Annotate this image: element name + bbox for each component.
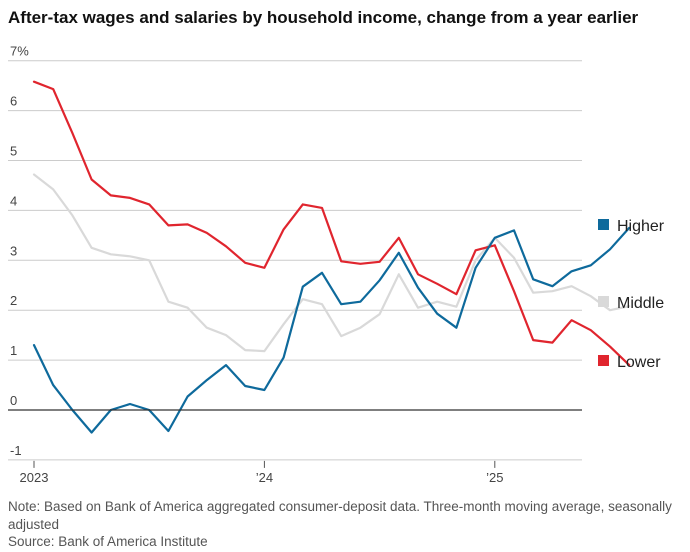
series-line-middle — [32, 173, 631, 353]
legend-swatch-higher — [598, 219, 609, 230]
legend-swatch-lower — [598, 355, 609, 366]
x-axis-ticks: 2023 ’24 ’25 — [20, 460, 503, 485]
chart-note: Note: Based on Bank of America aggregate… — [8, 499, 672, 532]
y-tick-label: 5 — [10, 144, 17, 159]
series-line-higher — [32, 226, 631, 434]
y-tick-label: 3 — [10, 243, 17, 258]
x-tick-label: 2023 — [20, 470, 49, 485]
legend-swatch-middle — [598, 296, 609, 307]
legend-label-lower: Lower — [617, 354, 661, 371]
y-tick-label: 2 — [10, 293, 17, 308]
y-tick-label: 7% — [10, 44, 29, 59]
legend-label-higher: Higher — [617, 218, 665, 235]
y-tick-label: 6 — [10, 94, 17, 109]
y-tick-label: 0 — [10, 393, 17, 408]
legend: Higher Middle Lower — [598, 218, 665, 371]
series-line-lower — [32, 80, 631, 367]
chart-title: After-tax wages and salaries by househol… — [8, 8, 639, 27]
series-lines — [32, 80, 631, 434]
y-tick-label: -1 — [10, 443, 22, 458]
x-tick-label: ’25 — [486, 470, 503, 485]
legend-label-middle: Middle — [617, 295, 664, 312]
y-axis-tick-labels: -1 0 1 2 3 4 5 6 7% — [10, 44, 29, 458]
y-tick-label: 1 — [10, 343, 17, 358]
x-tick-label: ’24 — [256, 470, 273, 485]
chart-source: Source: Bank of America Institute — [8, 534, 208, 549]
y-tick-label: 4 — [10, 193, 17, 208]
gridlines — [8, 60, 582, 461]
